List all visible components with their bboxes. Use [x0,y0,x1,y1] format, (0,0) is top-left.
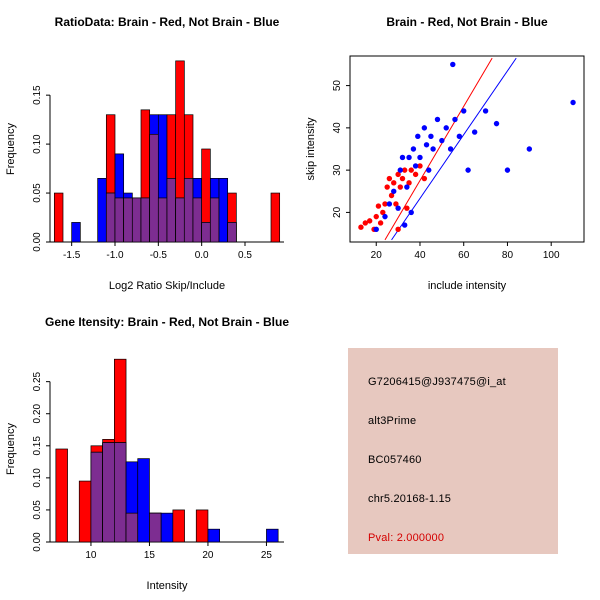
svg-text:30: 30 [332,164,343,176]
intensity-scatter-chart: Brain - Red, Not Brain - Blue include int… [305,15,585,292]
svg-text:0.5: 0.5 [238,250,252,261]
svg-text:-0.5: -0.5 [150,250,168,261]
svg-text:Frequency: Frequency [5,423,17,475]
gene-intensity-histogram-chart: Gene Itensity: Brain - Red, Not Brain - … [5,315,289,592]
svg-text:15: 15 [144,550,156,561]
svg-text:skip intensity: skip intensity [305,117,317,180]
splice-type-text: alt3Prime [368,415,417,427]
svg-text:0.10: 0.10 [32,468,43,488]
svg-text:10: 10 [85,550,97,561]
svg-text:0.00: 0.00 [32,532,43,552]
svg-text:0.05: 0.05 [32,183,43,203]
svg-text:Brain - Red, Not Brain - Blue: Brain - Red, Not Brain - Blue [386,15,548,29]
gene-info-box: G7206415@J937475@i_at alt3Prime BC057460… [348,348,558,554]
svg-text:0.15: 0.15 [32,436,43,456]
svg-text:100: 100 [543,250,560,261]
intensity-scatter-panel: Brain - Red, Not Brain - Blue include int… [300,0,600,300]
svg-text:20: 20 [202,550,214,561]
locus-text: chr5.20168-1.15 [368,493,452,505]
svg-text:20: 20 [371,250,383,261]
svg-text:0.0: 0.0 [195,250,209,261]
svg-text:Log2 Ratio Skip/Include: Log2 Ratio Skip/Include [109,280,225,292]
svg-text:Intensity: Intensity [147,580,188,592]
gene-info-panel: G7206415@J937475@i_at alt3Prime BC057460… [300,300,600,600]
svg-text:Frequency: Frequency [5,123,17,175]
svg-text:20: 20 [332,206,343,218]
svg-text:60: 60 [458,250,470,261]
pval-text: Pval: 2.000000 [368,532,445,544]
svg-text:0.10: 0.10 [32,134,43,154]
svg-text:0.05: 0.05 [32,500,43,520]
accession-text: BC057460 [368,454,422,466]
svg-text:RatioData: Brain - Red, Not Br: RatioData: Brain - Red, Not Brain - Blue [55,15,280,29]
svg-text:0.20: 0.20 [32,404,43,424]
svg-text:-1.0: -1.0 [106,250,124,261]
gene-intensity-histogram-panel: Gene Itensity: Brain - Red, Not Brain - … [0,300,300,600]
svg-text:25: 25 [261,550,273,561]
svg-text:40: 40 [332,122,343,134]
svg-text:0.25: 0.25 [32,371,43,391]
svg-text:40: 40 [414,250,426,261]
probe-id-text: G7206415@J937475@i_at [368,376,506,388]
svg-text:0.15: 0.15 [32,85,43,105]
svg-text:-1.5: -1.5 [63,250,81,261]
svg-text:80: 80 [502,250,514,261]
svg-text:0.00: 0.00 [32,232,43,252]
svg-text:Gene Itensity: Brain - Red, No: Gene Itensity: Brain - Red, Not Brain - … [45,315,289,329]
ratio-histogram-panel: RatioData: Brain - Red, Not Brain - Blue… [0,0,300,300]
ratio-histogram-chart: RatioData: Brain - Red, Not Brain - Blue… [5,15,284,292]
svg-text:50: 50 [332,80,343,92]
svg-text:include intensity: include intensity [428,280,507,292]
